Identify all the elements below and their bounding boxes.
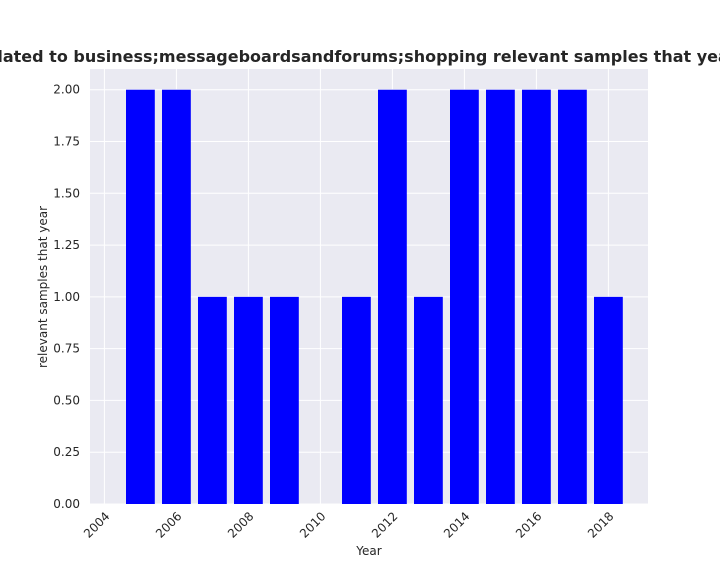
y-tick-label: 1.25 — [53, 238, 80, 252]
bar-2008 — [234, 296, 263, 504]
x-tick-label: 2014 — [441, 509, 472, 540]
bar-2011 — [342, 296, 371, 504]
x-tick-label: 2018 — [585, 509, 616, 540]
x-tick-label: 2006 — [153, 509, 184, 540]
y-tick-label: 1.00 — [53, 290, 80, 304]
bar-2016 — [522, 89, 551, 504]
chart-title: Number of samples that are related to bu… — [0, 47, 720, 66]
y-tick-label: 0.75 — [53, 342, 80, 356]
bar-2007 — [198, 296, 227, 504]
y-axis-label: relevant samples that year — [36, 206, 50, 368]
bar-2018 — [594, 296, 623, 504]
x-tick-label: 2010 — [297, 509, 328, 540]
bar-2005 — [126, 89, 155, 504]
bar-2009 — [270, 296, 299, 504]
y-tick-label: 0.50 — [53, 393, 80, 407]
x-axis-label: Year — [355, 544, 381, 558]
y-tick-label: 1.50 — [53, 186, 80, 200]
bar-2017 — [558, 89, 587, 504]
y-tick-label: 0.00 — [53, 497, 80, 511]
y-tick-labels: 0.00 0.25 0.50 0.75 1.00 1.25 1.50 1.75 2.00 — [53, 83, 80, 511]
x-tick-label: 2008 — [225, 509, 256, 540]
bar-2012 — [378, 89, 407, 504]
x-tick-label: 2016 — [513, 509, 544, 540]
bar-2015 — [486, 89, 515, 504]
y-tick-label: 0.25 — [53, 445, 80, 459]
bar-2014 — [450, 89, 479, 504]
x-tick-labels: 2004 2006 2008 2010 2012 2014 2016 2018 — [81, 509, 616, 540]
x-tick-label: 2012 — [369, 509, 400, 540]
bar-2006 — [162, 89, 191, 504]
bars — [126, 89, 623, 504]
x-tick-label: 2004 — [81, 509, 112, 540]
bar-2013 — [414, 296, 443, 504]
y-tick-label: 2.00 — [53, 83, 80, 97]
y-tick-label: 1.75 — [53, 135, 80, 149]
